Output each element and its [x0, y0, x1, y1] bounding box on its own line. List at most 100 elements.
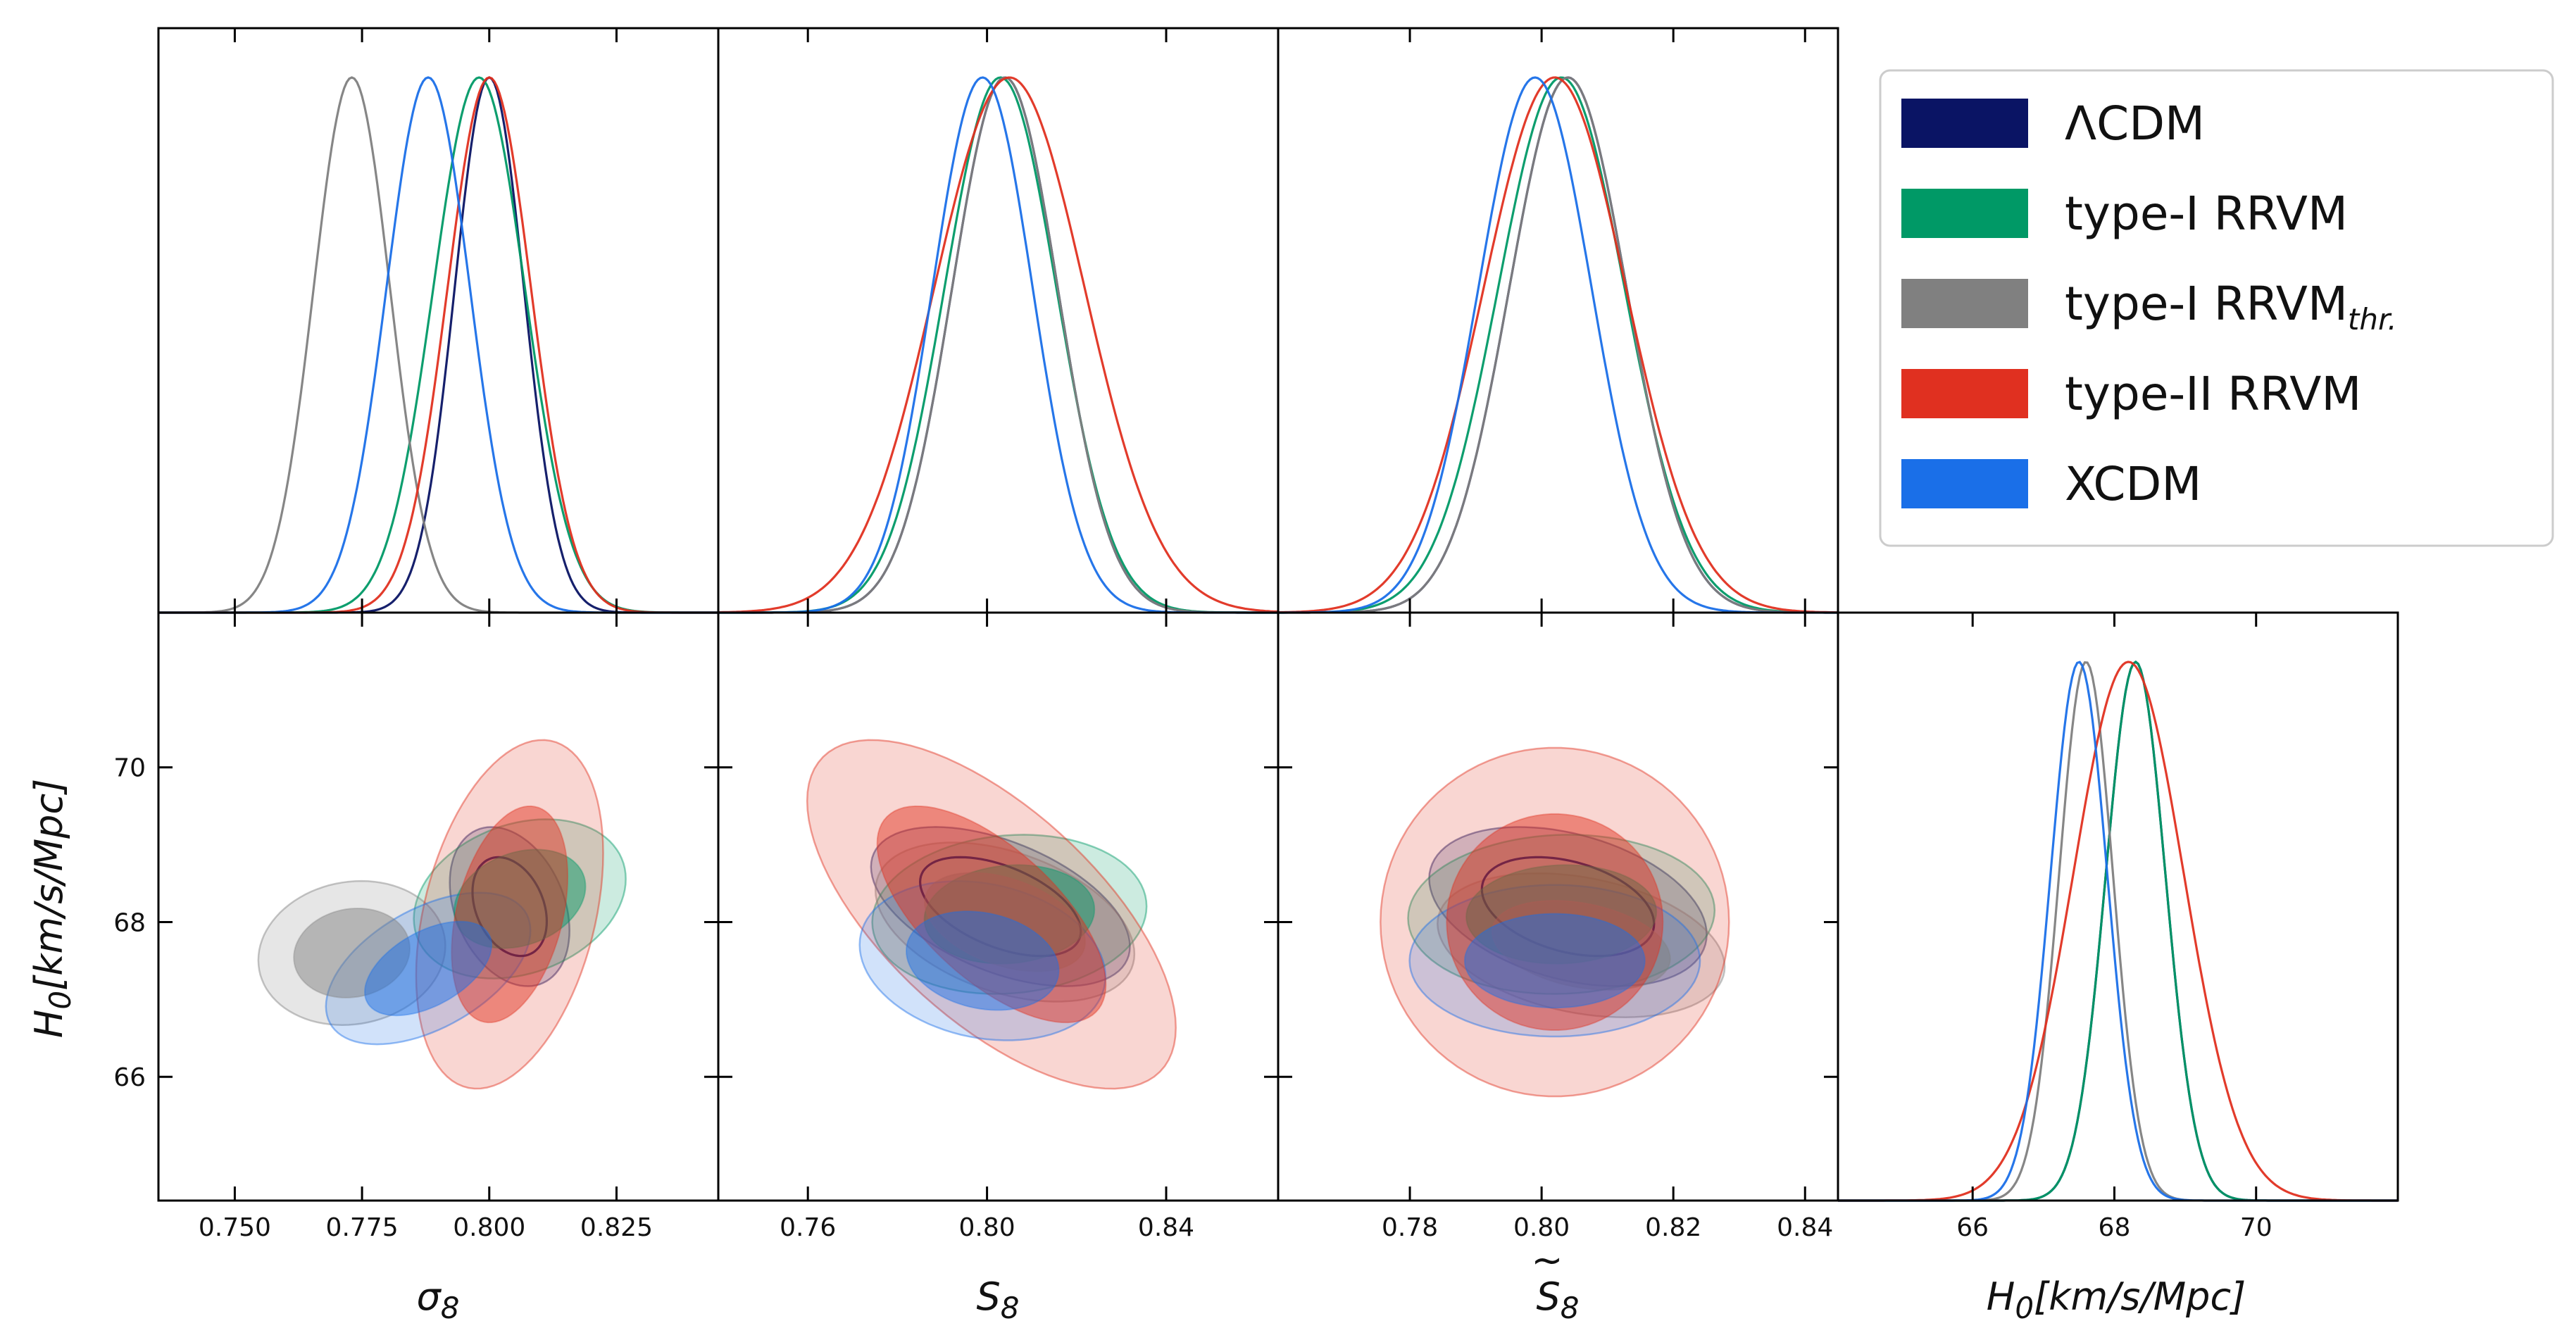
contour-1sigma-sigma8-lcdm: [471, 856, 549, 958]
xlabel-S8: S8: [976, 1275, 1019, 1325]
marginal-curve-S8-typeI: [718, 76, 1278, 614]
contour-2sigma-S8tilde-lcdm: [1428, 826, 1708, 987]
xtick-label-S8-1: 0.80: [959, 1213, 1015, 1242]
ylabel-H0-symbol: H: [27, 1010, 71, 1039]
xlabel-S8-subscript: 8: [1001, 1291, 1020, 1325]
xtick-label-H0-2: 70: [2240, 1213, 2272, 1242]
contour-2sigma-S8-lcdm: [870, 826, 1131, 987]
xtick-label-S8tilde-2: 0.82: [1645, 1213, 1701, 1242]
contour-2sigma-S8tilde-xcdm: [1408, 884, 1701, 1038]
contour-1sigma-S8tilde-typeI: [1465, 864, 1658, 965]
legend-label-text-typeI: type-I RRVM: [2065, 187, 2348, 241]
xtick-label-sigma8-2: 0.800: [453, 1213, 525, 1242]
contour-1sigma-S8tilde-lcdm: [1480, 856, 1656, 958]
xlabel-S8-symbol: S: [976, 1275, 1000, 1319]
marginal-curve-sigma8-typeI: [158, 76, 718, 614]
panel-frame-S8-marginal: [717, 27, 1280, 614]
marginal-curve-sigma8-typeII: [158, 76, 718, 614]
legend-label-text-xcdm: XCDM: [2065, 457, 2201, 511]
legend-label-sub-typeIthr: thr.: [2348, 302, 2397, 337]
tick-layer: [158, 28, 2258, 1201]
contour-2sigma-sigma8-typeII: [415, 739, 604, 1090]
xtick-label-S8-0: 0.76: [780, 1213, 836, 1242]
contour-1sigma-S8-xcdm: [905, 910, 1060, 1011]
panel-frame-sigma8-marginal: [157, 27, 720, 614]
xlabel-S8tilde-subscript: 8: [1561, 1291, 1580, 1325]
legend-swatch-typeII: [1901, 369, 2028, 418]
legend-label-xcdm: XCDM: [2065, 457, 2201, 511]
xtick-label-S8-2: 0.84: [1138, 1213, 1194, 1242]
marginal-curve-S8-lcdm: [718, 76, 1278, 614]
legend-swatch-xcdm: [1901, 459, 2028, 508]
contour-2sigma-sigma8-typeIthr: [257, 879, 446, 1026]
marginal-curve-S8-xcdm: [718, 76, 1278, 614]
contour-1sigma-sigma8-xcdm: [363, 920, 493, 1017]
contour-1sigma-S8-typeII: [876, 805, 1107, 1024]
xlabel-H0: H0[km/s/Mpc]: [1987, 1275, 2246, 1325]
legend-swatch-typeI: [1901, 189, 2028, 238]
legend-label-typeI: type-I RRVM: [2065, 187, 2348, 241]
contour-1sigma-S8tilde-xcdm: [1463, 913, 1646, 1009]
marginal-curve-S8tilde-typeIthr: [1278, 76, 1838, 614]
xlabel-S8tilde-symbol: S: [1536, 1275, 1560, 1319]
marginal-curve-sigma8-typeIthr: [158, 76, 718, 614]
label-layer: 0.750 0.775 0.800 0.825 0.76 0.80 0.84 0.78 0.80…: [27, 754, 2272, 1325]
panel-frame-layer: [157, 27, 2399, 1202]
contour-2sigma-S8tilde-typeIthr: [1437, 872, 1726, 1018]
xtick-label-S8tilde-0: 0.78: [1382, 1213, 1438, 1242]
ylabel-H0: H0[km/s/Mpc]: [27, 779, 77, 1038]
xlabel-S8tilde-tilde: ~: [1531, 1238, 1563, 1282]
legend-label-text-typeIthr: type-I RRVM: [2065, 277, 2348, 331]
xtick-label-H0-0: 66: [1956, 1213, 1989, 1242]
panel-frame-H0-marginal: [1837, 611, 2399, 1202]
legend-label-text-typeII: type-II RRVM: [2065, 367, 2361, 421]
legend-label-lcdm: ΛCDM: [2065, 96, 2205, 151]
contour-fill-layer: [257, 739, 1730, 1098]
contour-2sigma-S8-typeI: [871, 834, 1148, 995]
legend-box: [1879, 69, 2554, 547]
xtick-label-sigma8-1: 0.775: [326, 1213, 399, 1242]
xtick-label-sigma8-3: 0.825: [580, 1213, 653, 1242]
contour-group-S8tilde: [1380, 746, 1730, 1098]
contour-1sigma-sigma8-typeI: [453, 849, 587, 949]
xlabel-S8tilde: S8: [1536, 1275, 1579, 1325]
panel-frame-S8tilde-marginal: [1277, 27, 1839, 614]
contour-2sigma-S8-typeII: [806, 739, 1177, 1090]
marginal-curve-S8-typeII: [718, 76, 1279, 614]
contour-1sigma-S8-typeIthr: [923, 872, 1087, 972]
xlabel-H0-subscript: 0: [2015, 1291, 2034, 1325]
contour-2sigma-S8tilde-typeI: [1407, 834, 1716, 995]
xlabel-sigma8: σ8: [417, 1275, 460, 1325]
ylabel-H0-units: [km/s/Mpc]: [27, 779, 71, 991]
legend-label-text-lcdm: ΛCDM: [2065, 96, 2205, 151]
xlabel-sigma8-subscript: 8: [441, 1291, 460, 1325]
marginal-curve-sigma8-xcdm: [158, 76, 718, 614]
contour-1sigma-sigma8-typeII: [451, 805, 569, 1024]
xtick-label-S8tilde-3: 0.84: [1777, 1213, 1833, 1242]
xlabel-sigma8-symbol: σ: [417, 1275, 442, 1319]
legend-label-typeII: type-II RRVM: [2065, 367, 2361, 421]
contour-1sigma-S8tilde-typeIthr: [1491, 899, 1671, 991]
marginal-curve-S8tilde-lcdm: [1278, 76, 1838, 614]
marginal-curve-S8-typeIthr: [718, 76, 1278, 614]
marginal-curve-S8tilde-typeI: [1278, 76, 1838, 614]
xtick-label-H0-1: 68: [2099, 1213, 2131, 1242]
legend-swatch-lcdm: [1901, 99, 2028, 148]
contour-group-sigma8: [257, 739, 627, 1090]
contour-2sigma-S8-xcdm: [858, 880, 1107, 1041]
legend-label-typeIthr: type-I RRVMthr.: [2065, 277, 2397, 337]
xtick-label-sigma8-0: 0.750: [199, 1213, 271, 1242]
marginal-curve-S8tilde-xcdm: [1278, 76, 1838, 614]
legend-swatch-typeIthr: [1901, 279, 2028, 328]
contour-2sigma-sigma8-typeI: [413, 818, 627, 979]
contour-1sigma-S8tilde-typeII: [1446, 813, 1664, 1031]
contour-2sigma-sigma8-xcdm: [325, 891, 532, 1046]
contour-2sigma-S8tilde-typeII: [1380, 746, 1730, 1098]
ytick-label-2: 70: [113, 754, 146, 783]
contour-2sigma-S8-typeIthr: [874, 841, 1136, 1003]
marginal-curve-sigma8-lcdm: [158, 76, 718, 614]
contour-1sigma-S8-typeI: [923, 864, 1096, 965]
xlabel-H0-units: [km/s/Mpc]: [2034, 1275, 2246, 1319]
